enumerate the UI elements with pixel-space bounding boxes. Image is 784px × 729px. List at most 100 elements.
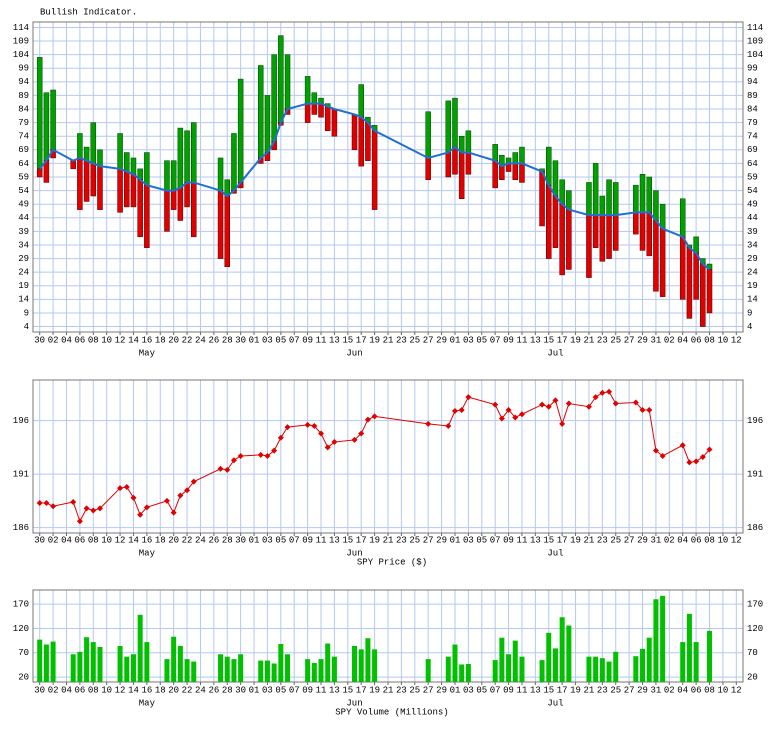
- bar-up: [257, 65, 264, 159]
- y-tick-label: 4: [24, 322, 29, 332]
- price-marker: [559, 420, 566, 427]
- bar-down: [552, 195, 559, 248]
- y-tick-label-right: 120: [747, 624, 763, 634]
- y-tick-label-right: 69: [747, 145, 758, 155]
- volume-bar: [311, 663, 317, 682]
- x-tick-label: 22: [182, 535, 193, 545]
- chart-title: SPY Price ($): [357, 557, 427, 567]
- price-marker: [592, 394, 599, 401]
- x-tick-label: 13: [329, 335, 340, 345]
- bar-down: [318, 103, 324, 118]
- bar-up: [177, 127, 184, 189]
- bar-up: [117, 133, 123, 170]
- volume-bar: [144, 642, 150, 682]
- x-tick-label: 17: [557, 335, 568, 345]
- volume-bar: [50, 641, 56, 682]
- x-tick-label: 16: [141, 535, 152, 545]
- volume-bar: [305, 659, 311, 682]
- x-tick-label: 30: [34, 335, 45, 345]
- price-marker: [224, 466, 231, 473]
- bar-up: [606, 179, 612, 216]
- bar-down: [124, 171, 130, 208]
- price-marker: [70, 498, 77, 505]
- average-line: [38, 102, 711, 271]
- volume-bar: [519, 656, 525, 682]
- volume-bar: [97, 646, 103, 682]
- bar-down: [331, 108, 338, 137]
- y-tick-label: 109: [13, 36, 29, 46]
- bar-down: [639, 212, 646, 251]
- y-tick-label-right: 114: [747, 23, 763, 33]
- volume-bar: [238, 654, 244, 682]
- y-tick-label-right: 49: [747, 200, 758, 210]
- volume-bar: [137, 614, 143, 682]
- price-marker: [505, 406, 512, 413]
- y-tick-label: 120: [13, 624, 29, 634]
- bar-up: [124, 152, 130, 172]
- x-tick-label: 23: [597, 335, 608, 345]
- volume-bar: [130, 654, 136, 682]
- bar-up: [646, 176, 652, 213]
- x-tick-label: 09: [302, 535, 313, 545]
- x-tick-label: 04: [677, 335, 688, 345]
- x-tick-label: 31: [651, 335, 662, 345]
- bar-up: [144, 152, 150, 186]
- x-tick-label: 19: [570, 335, 581, 345]
- price-marker: [606, 388, 613, 395]
- x-tick-label: 17: [356, 535, 367, 545]
- price-marker: [518, 411, 525, 418]
- y-tick-label-right: 64: [747, 159, 758, 169]
- month-label: May: [139, 348, 156, 358]
- x-tick-label: 11: [517, 685, 528, 695]
- x-tick-label: 09: [503, 685, 514, 695]
- volume-bar: [285, 654, 291, 682]
- price-marker: [458, 406, 465, 413]
- bar-up: [90, 122, 97, 164]
- x-tick-label: 09: [302, 335, 313, 345]
- x-tick-label: 05: [476, 535, 487, 545]
- price-marker: [264, 452, 271, 459]
- volume-bar: [459, 664, 465, 682]
- y-tick-label-right: 59: [747, 172, 758, 182]
- x-tick-label: 19: [369, 685, 380, 695]
- x-tick-label: 25: [610, 535, 621, 545]
- y-tick-label-right: 29: [747, 254, 758, 264]
- volume-bar: [191, 661, 197, 682]
- bar-up: [304, 76, 311, 104]
- price-marker: [686, 459, 693, 466]
- volume-bar: [224, 656, 230, 682]
- bar-up: [77, 133, 83, 159]
- price-marker: [324, 444, 331, 451]
- bar-down: [130, 174, 137, 208]
- y-tick-label-right: 104: [747, 50, 763, 60]
- volume-bar: [707, 630, 713, 682]
- x-tick-label: 18: [155, 335, 166, 345]
- x-tick-label: 01: [249, 685, 260, 695]
- y-tick-label-right: 99: [747, 64, 758, 74]
- x-tick-label: 11: [316, 685, 327, 695]
- y-tick-label: 170: [13, 599, 29, 609]
- x-tick-label: 22: [182, 685, 193, 695]
- x-tick-label: 04: [61, 685, 72, 695]
- x-tick-label: 08: [704, 535, 715, 545]
- price-marker: [652, 447, 659, 454]
- y-tick-label-right: 70: [747, 648, 758, 658]
- price-marker: [492, 401, 499, 408]
- bar-down: [592, 214, 599, 248]
- x-tick-label: 17: [356, 685, 367, 695]
- volume-bar: [640, 648, 646, 682]
- x-tick-label: 07: [289, 685, 300, 695]
- x-tick-label: 26: [208, 535, 219, 545]
- bar-down: [184, 182, 190, 208]
- x-tick-label: 06: [691, 335, 702, 345]
- bar-down: [311, 103, 318, 115]
- volume-bar: [586, 656, 592, 682]
- y-tick-label: 44: [18, 213, 29, 223]
- volume-bar: [171, 636, 177, 682]
- x-tick-label: 08: [88, 335, 99, 345]
- month-label: Jun: [346, 348, 362, 358]
- bar-down: [606, 214, 612, 259]
- x-tick-label: 29: [637, 685, 648, 695]
- bar-down: [445, 152, 452, 178]
- x-tick-label: 06: [74, 685, 85, 695]
